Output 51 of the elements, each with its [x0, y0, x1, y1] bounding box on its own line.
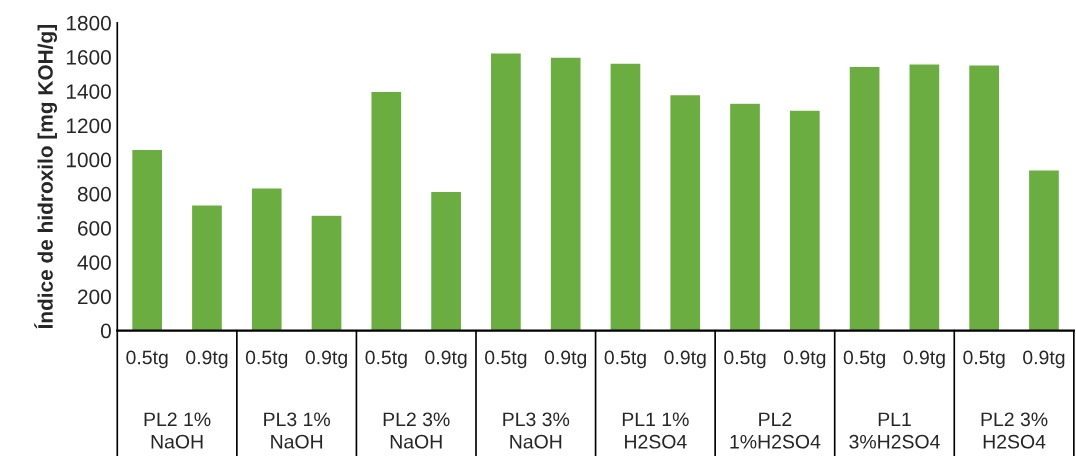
bar [130, 148, 164, 331]
bar [310, 214, 343, 331]
text: PL1 1% H2SO4 [622, 412, 689, 449]
y-axis-title: Índice de hidroxilo [mg KOH/g] [34, 25, 58, 329]
bar [728, 102, 762, 331]
bar [370, 90, 403, 331]
text: PL1 3%H2SO4 [849, 412, 940, 449]
x-tick-label: 0.5tg [963, 350, 1005, 369]
bar [788, 109, 822, 331]
bar [489, 52, 523, 331]
bar [1027, 169, 1061, 331]
bar [848, 65, 881, 331]
bar [669, 93, 702, 331]
x-tick-label: 0.9tg [783, 350, 826, 369]
text: PL2 1%H2SO4 [730, 412, 821, 449]
y-tick-label: 1000 [66, 152, 111, 168]
x-tick-label: 0.9tg [425, 350, 467, 369]
x-tick-label: 0.9tg [544, 350, 587, 369]
x-tick-label: 0.9tg [903, 350, 945, 369]
y-tick-label: 1800 [66, 15, 111, 31]
text: PL2 3% NaOH [383, 412, 450, 449]
x-tick-label: 0.5tg [365, 350, 407, 369]
bar [967, 63, 1001, 331]
bar [250, 187, 283, 331]
bar [429, 190, 463, 331]
bar [190, 204, 224, 331]
y-tick-label: 600 [78, 221, 111, 236]
y-tick-label: 1400 [66, 84, 111, 99]
x-tick-label: 0.9tg [664, 350, 706, 369]
x-tick-label: 0.5tg [724, 350, 766, 369]
y-tick-label: 800 [77, 186, 111, 202]
bar [908, 63, 941, 331]
x-tick-label: 0.5tg [245, 350, 288, 369]
text: PL2 1% NaOH [144, 412, 211, 449]
x-tick-label: 0.5tg [485, 350, 527, 369]
text: PL2 3% H2SO4 [981, 412, 1048, 449]
x-tick-label: 0.9tg [186, 350, 228, 369]
x-tick-label: 0.5tg [843, 350, 885, 369]
x-tick-label: 0.9tg [305, 350, 347, 369]
x-tick-label: 0.9tg [1023, 350, 1065, 369]
y-tick-label: 400 [77, 255, 111, 270]
bar [609, 62, 642, 331]
x-tick-label: 0.5tg [126, 350, 168, 369]
text: PL3 3% NaOH [503, 412, 570, 449]
text: PL3 1% NaOH [264, 412, 330, 449]
y-tick-label: 1200 [66, 118, 111, 134]
y-tick-label: 0 [100, 323, 111, 339]
x-tick-label: 0.5tg [604, 350, 646, 369]
y-tick-label: 200 [78, 289, 111, 305]
bar [549, 56, 582, 331]
y-tick-label: 1600 [66, 50, 111, 65]
